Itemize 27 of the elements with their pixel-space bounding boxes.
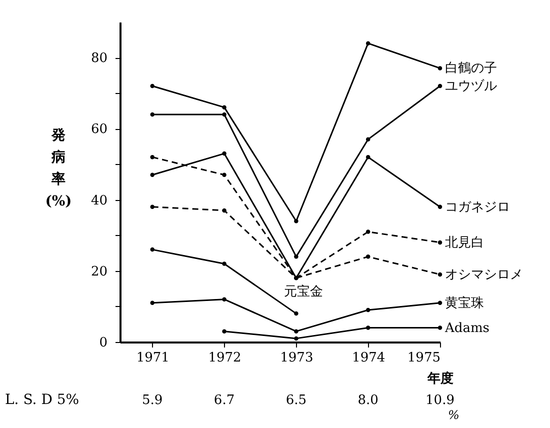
x-tick-label: 1972 [208, 350, 242, 366]
x-tick-label: 1974 [352, 350, 386, 366]
text: 10.9 [426, 393, 454, 408]
y-tick-label: 60 [90, 122, 108, 138]
x-axis-title: 年度 [426, 370, 454, 386]
series-label: 元宝金 [284, 284, 324, 300]
y-tick-label: 40 [90, 193, 108, 208]
text: 6.7 [214, 393, 235, 408]
y-axis-title: 発病率 (%) [45, 128, 72, 210]
text: 5.9 [142, 393, 163, 408]
series-label: 黄宝珠 [445, 294, 484, 311]
series-label: ユウヅル [445, 79, 497, 94]
series-label: 北見白 [445, 235, 484, 250]
x-tick-label: 1973 [280, 350, 314, 366]
series-label: コガネジロ [445, 200, 510, 215]
y-tick-label: 20 [90, 264, 108, 280]
text: % [448, 408, 460, 422]
y-tick-label: 80 [90, 51, 108, 66]
series-label: オシマシロメ [445, 267, 523, 282]
x-tick-label: 1975 [407, 350, 440, 366]
text: 8.0 [358, 393, 378, 408]
x-tick-label: 1971 [136, 350, 170, 366]
series-label: Adams [444, 320, 490, 336]
text: L. S. D 5% [5, 392, 80, 408]
series-label: 白鶴の子 [445, 61, 497, 76]
y-tick-label: 0 [99, 336, 108, 350]
text: 6.5 [286, 393, 307, 408]
